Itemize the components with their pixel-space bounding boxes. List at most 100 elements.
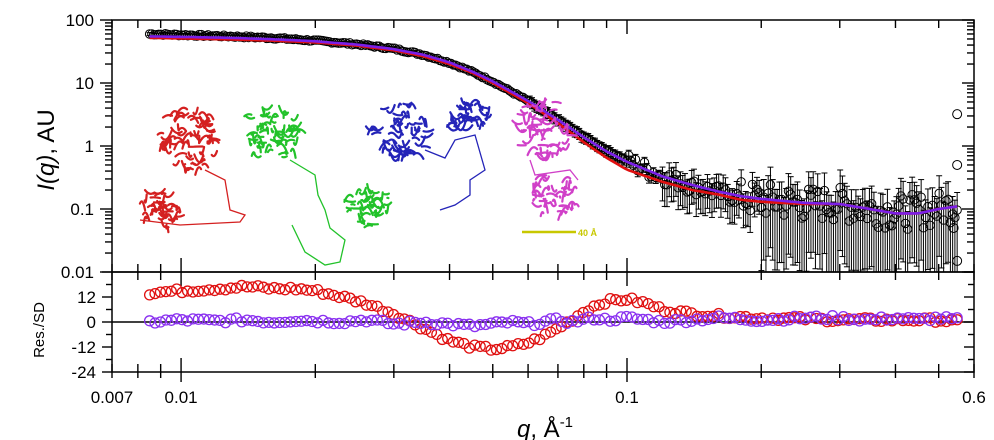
ribbon-stroke	[176, 123, 181, 132]
ribbon-stroke	[535, 106, 539, 112]
residual-point	[512, 337, 524, 350]
residual-point	[848, 313, 860, 325]
residual-point	[328, 317, 340, 330]
ribbon-stroke	[174, 210, 181, 218]
ribbon-stroke	[542, 197, 552, 205]
ribbon-stroke	[156, 131, 165, 136]
ribbon-stroke	[350, 203, 356, 206]
residual-point	[778, 315, 790, 327]
ribbon-stroke	[414, 122, 423, 125]
residual-point	[599, 312, 611, 324]
residual-point	[647, 301, 660, 313]
residual-point	[658, 306, 671, 318]
residual-point	[528, 319, 541, 332]
ribbon-stroke	[158, 211, 169, 219]
y-tick-label: 10	[75, 74, 94, 93]
residual-point	[214, 283, 226, 295]
residual-point	[208, 314, 221, 326]
ribbon-stroke	[363, 224, 374, 229]
residual-point	[187, 313, 199, 325]
fit-curve	[149, 35, 958, 215]
ribbon-stroke	[538, 98, 548, 104]
residual-point	[723, 312, 736, 324]
residual-point	[447, 336, 459, 348]
residual-point	[740, 314, 752, 326]
residual-point	[902, 311, 915, 324]
ribbon-stroke	[546, 143, 557, 148]
residual-point	[198, 313, 210, 325]
residual-point	[658, 317, 671, 330]
data-point	[866, 198, 877, 209]
residual-point	[274, 316, 286, 329]
ribbon-stroke	[284, 138, 296, 144]
data-point	[624, 150, 634, 160]
residual-point	[496, 342, 508, 355]
ribbon-stroke	[411, 136, 421, 141]
ribbon-stroke	[248, 139, 253, 147]
ribbon-stroke	[157, 206, 161, 211]
x-tick-label: 0.01	[165, 388, 198, 407]
data-point	[952, 255, 963, 266]
ribbon-stroke	[186, 139, 191, 148]
residual-point	[241, 314, 253, 326]
ribbon-stroke	[532, 123, 543, 126]
model-2-domain-b	[343, 183, 393, 229]
data-point	[752, 184, 762, 195]
residual-point	[263, 316, 275, 329]
ribbon-stroke	[536, 108, 543, 113]
ribbon-stroke	[364, 125, 375, 132]
ribbon-stroke	[529, 113, 537, 119]
residual-point	[620, 294, 633, 306]
ribbon-stroke	[138, 200, 147, 212]
ribbon-stroke	[404, 122, 410, 130]
residual-point	[626, 311, 638, 323]
ribbon-stroke	[275, 135, 285, 146]
ribbon-stroke	[191, 154, 205, 167]
residual-point	[425, 318, 438, 331]
residual-point	[208, 284, 221, 297]
ribbon-stroke	[290, 113, 299, 122]
data-point	[819, 185, 830, 196]
ribbon-stroke	[542, 125, 555, 132]
residual-point	[268, 317, 280, 329]
ribbon-stroke	[244, 114, 256, 120]
ribbon-stroke	[261, 143, 265, 149]
residual-point	[458, 318, 470, 331]
ribbon-stroke	[561, 147, 565, 151]
data-point	[948, 222, 959, 233]
ribbon-stroke	[366, 203, 374, 208]
data-point	[916, 192, 926, 202]
residual-point	[295, 283, 308, 295]
residual-point	[572, 316, 584, 328]
ribbon-stroke	[174, 151, 188, 158]
data-point	[639, 157, 650, 168]
y-axis-label-main: I(q), AU	[33, 109, 60, 190]
residual-point	[832, 314, 844, 326]
ribbon-stroke	[164, 145, 172, 155]
ribbon-stroke	[401, 149, 412, 160]
residual-point	[490, 343, 503, 356]
ribbon-stroke	[397, 102, 402, 109]
ribbon-stroke	[146, 204, 155, 209]
model-4-domain-b	[531, 173, 580, 221]
ribbon-stroke	[396, 131, 403, 140]
ribbon-stroke	[362, 195, 374, 203]
ribbon-stroke	[531, 193, 545, 197]
ribbon-stroke	[549, 108, 558, 112]
ribbon-stroke	[405, 103, 409, 107]
residual-point	[593, 314, 606, 326]
x-label-unit: Å	[544, 415, 560, 440]
residual-point	[843, 314, 855, 327]
residual-point	[257, 317, 270, 329]
ribbon-stroke	[393, 117, 402, 122]
y-tick-label: 12	[77, 288, 96, 307]
ribbon-stroke	[386, 103, 396, 114]
y-tick-label: -24	[71, 363, 96, 382]
residual-point	[366, 314, 378, 326]
ribbon-stroke	[185, 167, 194, 171]
model-4-domain-a	[511, 97, 578, 162]
residual-point	[555, 315, 568, 328]
ribbon-stroke	[173, 136, 185, 143]
ribbon-stroke	[395, 119, 402, 131]
residual-point	[463, 318, 476, 330]
